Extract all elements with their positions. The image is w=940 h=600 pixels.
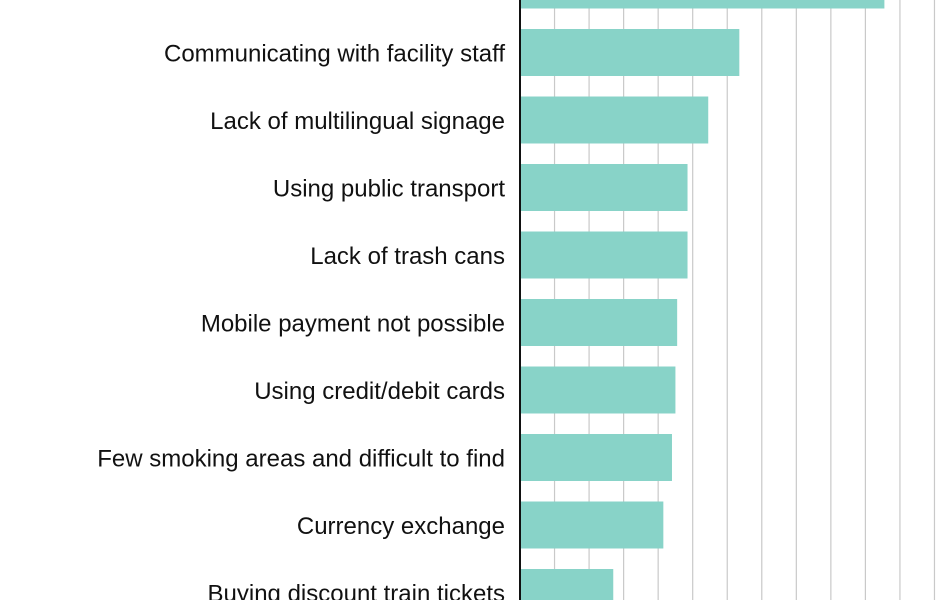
bar (520, 164, 688, 211)
category-label: Communicating with facility staff (164, 41, 505, 68)
bar (520, 231, 688, 279)
bar (520, 569, 614, 600)
bar (520, 434, 672, 481)
bars (520, 0, 885, 600)
category-label: Currency exchange (297, 513, 505, 540)
category-label: Buying discount train tickets (208, 581, 505, 600)
bar (520, 96, 709, 144)
category-label: Using credit/debit cards (254, 378, 505, 405)
bar (520, 299, 678, 346)
category-label: Few smoking areas and difficult to find (97, 446, 505, 473)
bar (520, 366, 676, 414)
category-labels: Communicating with facility staff Lack of… (97, 41, 505, 600)
category-label: Using public transport (273, 176, 505, 203)
category-label: Lack of trash cans (310, 243, 505, 270)
bar (520, 501, 664, 549)
category-label: Lack of multilingual signage (210, 108, 505, 135)
bar (520, 29, 740, 76)
bar (520, 0, 885, 9)
category-label: Mobile payment not possible (201, 311, 505, 338)
